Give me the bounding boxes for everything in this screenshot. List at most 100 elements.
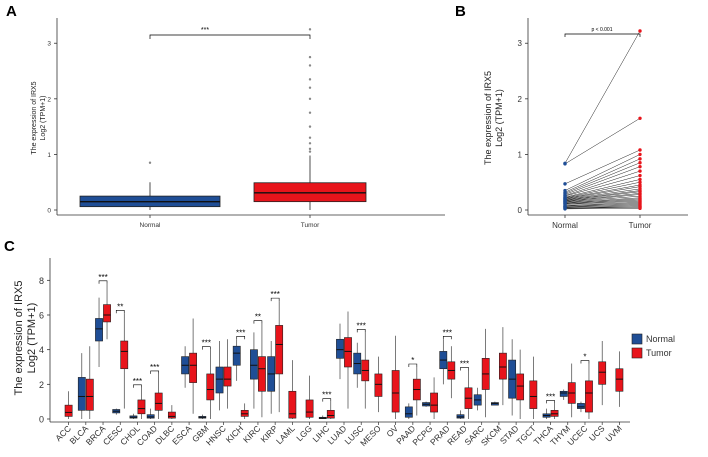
panel-c-cesc-sig-label: **: [117, 302, 123, 311]
panel-c-hnsc-tumor-box: [223, 366, 232, 387]
panel-a-outlier: [308, 86, 312, 89]
panel-c-ytick-label: 0: [39, 415, 44, 425]
panel-b-point-tumor: [638, 169, 642, 173]
panel-c-coad-sig-label: ***: [150, 363, 159, 372]
panel-b-point-tumor: [638, 180, 642, 184]
panel-b-point-tumor: [638, 148, 642, 152]
panel-b-point-tumor: [638, 157, 642, 161]
panel-c-kirc-sig-label: **: [255, 313, 261, 322]
panel-c-brca-sig-bracket: [98, 280, 108, 284]
panel-a-ytick-label: 1: [47, 152, 51, 159]
panel-c-ov-tumor-box: [391, 370, 400, 413]
panel-a-outlier: [308, 28, 312, 31]
panel-b-pair-line: [564, 30, 641, 164]
panel-a-ytick-label: 2: [47, 96, 51, 103]
panel-b-ytick-label: 0: [518, 206, 523, 215]
panel-b-pair-line: [564, 158, 641, 193]
panel-a-ylabel-line2: Log2 (TPM+1): [40, 96, 47, 141]
panel-c-ucec-xtick-label: UCEC: [565, 423, 589, 447]
panel-c-brca-normal-box: [95, 318, 103, 342]
panel-b-ytick-label: 1: [518, 150, 523, 159]
panel-a-ylabel-line1: The expression of IRX5: [31, 81, 38, 154]
panel-c-kirp-tumor-box: [275, 325, 284, 375]
panel-c-kich-normal-box: [232, 345, 241, 366]
panel-b-pair-line: [564, 118, 641, 165]
panel-a-ytick-label: 0: [47, 208, 51, 215]
legend-normal-swatch: [631, 333, 643, 345]
legend-normal-label: Normal: [646, 334, 675, 344]
panel-c-paad-sig-label: *: [411, 356, 414, 365]
panel-b-point-tumor: [638, 164, 642, 169]
panel-a-outlier: [308, 97, 312, 101]
panel-b-pair-line: [564, 193, 641, 202]
panel-b-point-normal: [563, 162, 567, 166]
panel-c-blca-tumor-box: [85, 378, 94, 411]
panel-c-gbm-sig-bracket: [202, 346, 211, 350]
panel-b-point-normal: [563, 182, 567, 186]
panel-b-ytick-label: 3: [518, 39, 523, 48]
panel-c-kirc-tumor-box: [258, 356, 266, 392]
panel-b-pair-line: [564, 191, 641, 201]
panel-c-thca-sig-label: ***: [546, 392, 555, 401]
panel-c-chol-tumor-box: [137, 399, 146, 415]
panel-c-ytick-label: 4: [39, 345, 44, 355]
panel-b-pair-line: [564, 154, 641, 191]
panel-c-laml-xtick-label: LAML: [274, 423, 297, 446]
panel-b-point-tumor: [638, 29, 642, 33]
panel-c-kich-sig-label: ***: [236, 328, 245, 337]
panel-c-kich-xtick-label: KICH: [224, 423, 245, 444]
panel-c-ucs-tumor-box: [598, 361, 607, 385]
panel-b-pair-line: [564, 199, 641, 205]
panel-c-ucec-sig-bracket: [580, 360, 590, 364]
panel-c-gbm-sig-label: ***: [202, 339, 211, 348]
panel-c-ylabel-line1: The expression of IRX5: [13, 281, 25, 396]
panel-b-pair-line: [564, 149, 641, 185]
panel-c-kirc-normal-box: [250, 349, 258, 380]
panel-b-pair-line: [564, 184, 641, 199]
panel-b-pair-line: [564, 197, 641, 204]
panel-c-brca-tumor-box: [103, 304, 111, 323]
panel-b-point-tumor: [638, 116, 642, 120]
panel-b-point-tumor: [638, 206, 642, 211]
panel-b-pair-line: [564, 190, 641, 201]
panel-c-ylabel-line2: Log2 (TPM+1): [26, 303, 38, 374]
panel-b-pair-line: [564, 204, 641, 207]
panel-a-outlier: [308, 111, 312, 114]
panel-c-dlbc-tumor-box: [167, 411, 176, 419]
panel-c-read-sig-label: ***: [460, 359, 469, 368]
panel-b-pair-line: [564, 194, 641, 202]
panel-c-kirp-sig-bracket: [270, 297, 280, 302]
panel-b-pvalue: p < 0.001: [592, 27, 613, 33]
panel-c-kich-sig-bracket: [236, 335, 246, 340]
panel-b-pair-line: [564, 208, 641, 210]
panel-c-ytick-label: 2: [39, 380, 44, 390]
panel-b-pair-line: [564, 166, 641, 195]
panel-a-significance: ***: [201, 27, 209, 34]
panel-c-kirc-sig-bracket: [253, 320, 263, 324]
panel-c-kirc-xtick-label: KIRC: [241, 423, 262, 444]
panel-c-legend: Normal Tumor: [631, 333, 675, 359]
panel-letter-b: B: [455, 3, 466, 20]
panel-a-ytick-label: 3: [47, 41, 51, 48]
panel-c-lihc-sig-bracket: [322, 398, 332, 402]
panel-c-skcm-tumor-box: [499, 352, 507, 380]
panel-c-chol-sig-bracket: [133, 384, 142, 388]
panel-c-blca-normal-box: [77, 377, 86, 411]
panel-b-ytick-label: 2: [518, 95, 523, 104]
panel-b-ylabel-line2: Log2 (TPM+1): [494, 89, 504, 147]
panel-c-lihc-tumor-box: [326, 410, 335, 419]
panel-c-uvm-tumor-box: [615, 368, 624, 392]
panel-c-brca-sig-label: ***: [98, 273, 107, 282]
panel-c-coad-tumor-box: [154, 392, 163, 411]
panel-a-xtick-label: Tumor: [301, 222, 320, 229]
legend-tumor-swatch: [631, 347, 643, 359]
panel-c-thym-normal-box: [559, 390, 568, 397]
panel-b-pair-line: [564, 162, 641, 194]
panel-letter-c: C: [4, 238, 15, 255]
panel-a-outlier: [308, 142, 312, 145]
panel-c-esca-tumor-box: [189, 352, 197, 383]
panel-c-ucs-xtick-label: UCS: [587, 423, 607, 443]
panel-b-pair-line: [564, 179, 641, 198]
panel-b-pair-line: [564, 181, 641, 199]
panel-c-ytick-label: 6: [39, 311, 44, 321]
